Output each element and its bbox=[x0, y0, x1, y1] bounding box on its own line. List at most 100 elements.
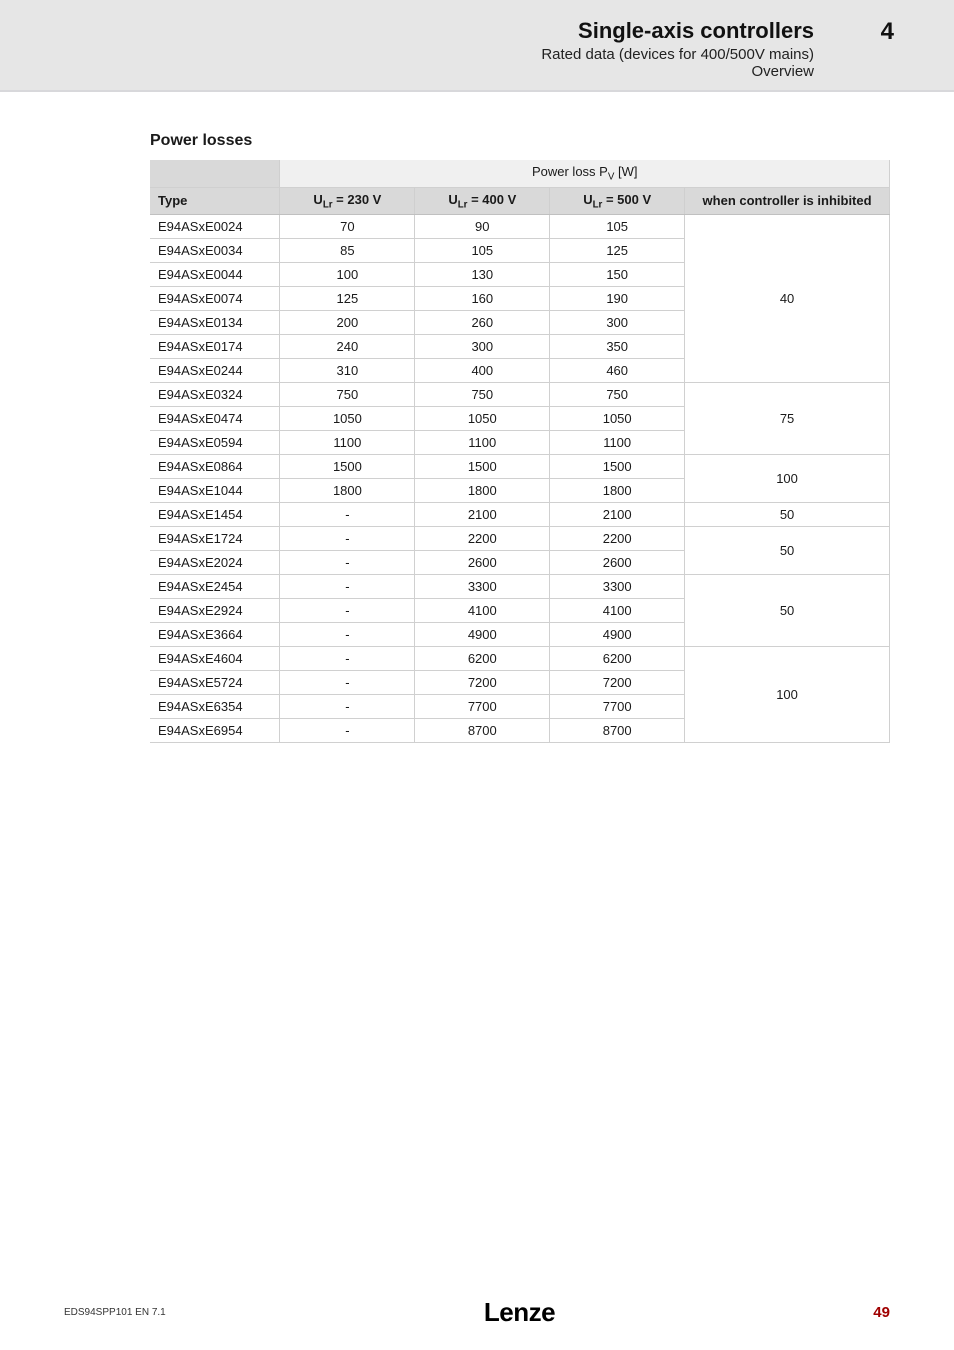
cell-value: 400 bbox=[415, 359, 550, 383]
cell-value: 1800 bbox=[415, 479, 550, 503]
cell-inhibited: 40 bbox=[685, 215, 890, 383]
header-title: Single-axis controllers bbox=[541, 18, 814, 44]
cell-type: E94ASxE0024 bbox=[150, 215, 280, 239]
cell-value: 4900 bbox=[415, 623, 550, 647]
cell-value: 7200 bbox=[550, 671, 685, 695]
cell-value: 350 bbox=[550, 335, 685, 359]
cell-value: 130 bbox=[415, 263, 550, 287]
cell-value: 105 bbox=[415, 239, 550, 263]
cell-value: 2600 bbox=[415, 551, 550, 575]
table-header-row-2: Type ULr = 230 V ULr = 400 V ULr = 500 V… bbox=[150, 187, 890, 215]
cell-value: 300 bbox=[415, 335, 550, 359]
col-400-rest: = 400 V bbox=[467, 192, 516, 207]
cell-value: 460 bbox=[550, 359, 685, 383]
page-number: 49 bbox=[873, 1304, 890, 1321]
chapter-number: 4 bbox=[874, 18, 894, 80]
cell-value: 750 bbox=[550, 383, 685, 407]
header-text-block: Single-axis controllers Rated data (devi… bbox=[541, 18, 814, 80]
power-loss-table: Power loss PV [W] Type ULr = 230 V ULr =… bbox=[150, 160, 890, 743]
cell-value: - bbox=[280, 575, 415, 599]
cell-value: 1500 bbox=[415, 455, 550, 479]
cell-type: E94ASxE4604 bbox=[150, 647, 280, 671]
cell-value: 1800 bbox=[280, 479, 415, 503]
col-400-sub: Lr bbox=[458, 199, 468, 210]
cell-value: 1100 bbox=[415, 431, 550, 455]
cell-type: E94ASxE2024 bbox=[150, 551, 280, 575]
cell-value: 8700 bbox=[415, 719, 550, 743]
header-blank bbox=[150, 160, 280, 187]
col-230-rest: = 230 V bbox=[333, 192, 382, 207]
cell-value: 125 bbox=[550, 239, 685, 263]
table-row: E94ASxE1724-2200220050 bbox=[150, 527, 890, 551]
cell-value: 190 bbox=[550, 287, 685, 311]
cell-type: E94ASxE0034 bbox=[150, 239, 280, 263]
page-header: Single-axis controllers Rated data (devi… bbox=[0, 0, 954, 92]
cell-value: 750 bbox=[280, 383, 415, 407]
cell-type: E94ASxE0324 bbox=[150, 383, 280, 407]
cell-value: 1100 bbox=[550, 431, 685, 455]
cell-value: 4900 bbox=[550, 623, 685, 647]
cell-value: 1050 bbox=[550, 407, 685, 431]
table-header-row-1: Power loss PV [W] bbox=[150, 160, 890, 187]
section-title: Power losses bbox=[150, 132, 890, 150]
table-row: E94ASxE1454-2100210050 bbox=[150, 503, 890, 527]
table-body: E94ASxE0024709010540E94ASxE003485105125E… bbox=[150, 215, 890, 743]
cell-type: E94ASxE0044 bbox=[150, 263, 280, 287]
cell-value: - bbox=[280, 503, 415, 527]
header-power-loss-unit: [W] bbox=[614, 164, 637, 179]
cell-value: 8700 bbox=[550, 719, 685, 743]
header-subtitle2: Overview bbox=[541, 63, 814, 80]
cell-inhibited: 50 bbox=[685, 503, 890, 527]
cell-value: 7200 bbox=[415, 671, 550, 695]
cell-value: 125 bbox=[280, 287, 415, 311]
cell-value: - bbox=[280, 647, 415, 671]
cell-value: 7700 bbox=[415, 695, 550, 719]
cell-value: - bbox=[280, 551, 415, 575]
cell-value: 1050 bbox=[415, 407, 550, 431]
cell-type: E94ASxE0864 bbox=[150, 455, 280, 479]
col-230-u: U bbox=[313, 192, 322, 207]
col-inhibited: when controller is inhibited bbox=[685, 187, 890, 215]
cell-type: E94ASxE1724 bbox=[150, 527, 280, 551]
cell-value: 105 bbox=[550, 215, 685, 239]
cell-value: 2100 bbox=[415, 503, 550, 527]
cell-value: 3300 bbox=[415, 575, 550, 599]
cell-type: E94ASxE0594 bbox=[150, 431, 280, 455]
cell-value: 300 bbox=[550, 311, 685, 335]
cell-inhibited: 50 bbox=[685, 527, 890, 575]
col-230-sub: Lr bbox=[323, 199, 333, 210]
cell-type: E94ASxE0134 bbox=[150, 311, 280, 335]
cell-value: - bbox=[280, 719, 415, 743]
page: Single-axis controllers Rated data (devi… bbox=[0, 0, 954, 1350]
header-inner: Single-axis controllers Rated data (devi… bbox=[60, 18, 894, 80]
table-row: E94ASxE2454-3300330050 bbox=[150, 575, 890, 599]
document-id: EDS94SPP101 EN 7.1 bbox=[64, 1307, 166, 1318]
lenze-logo: Lenze bbox=[484, 1297, 555, 1328]
table-row: E94ASxE4604-62006200100 bbox=[150, 647, 890, 671]
cell-type: E94ASxE2924 bbox=[150, 599, 280, 623]
cell-value: - bbox=[280, 695, 415, 719]
content-area: Power losses Power loss PV [W] Type ULr … bbox=[0, 92, 954, 743]
cell-value: - bbox=[280, 671, 415, 695]
cell-value: 3300 bbox=[550, 575, 685, 599]
cell-value: 2100 bbox=[550, 503, 685, 527]
cell-value: 100 bbox=[280, 263, 415, 287]
cell-value: 6200 bbox=[550, 647, 685, 671]
col-400: ULr = 400 V bbox=[415, 187, 550, 215]
col-400-u: U bbox=[448, 192, 457, 207]
page-footer: EDS94SPP101 EN 7.1 Lenze 49 bbox=[0, 1297, 954, 1328]
cell-inhibited: 75 bbox=[685, 383, 890, 455]
cell-value: 1500 bbox=[550, 455, 685, 479]
cell-type: E94ASxE0244 bbox=[150, 359, 280, 383]
cell-inhibited: 100 bbox=[685, 455, 890, 503]
header-power-loss-text: Power loss P bbox=[532, 164, 608, 179]
cell-value: 7700 bbox=[550, 695, 685, 719]
cell-value: 1050 bbox=[280, 407, 415, 431]
cell-type: E94ASxE0174 bbox=[150, 335, 280, 359]
col-500-rest: = 500 V bbox=[602, 192, 651, 207]
cell-value: 1800 bbox=[550, 479, 685, 503]
cell-value: 1100 bbox=[280, 431, 415, 455]
cell-value: 310 bbox=[280, 359, 415, 383]
cell-type: E94ASxE3664 bbox=[150, 623, 280, 647]
cell-value: - bbox=[280, 623, 415, 647]
